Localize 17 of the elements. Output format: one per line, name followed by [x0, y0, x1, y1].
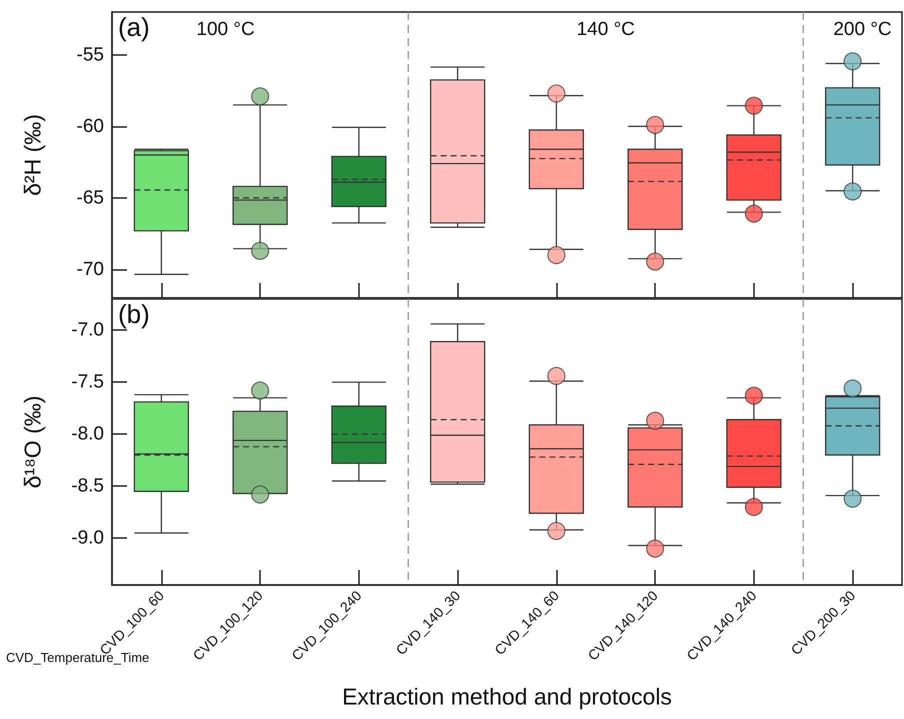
y-tick-label: -7.0 — [71, 320, 104, 341]
y-tick-label: -60 — [76, 116, 104, 137]
y-axis-title: δ²H (‰) — [20, 114, 46, 196]
y-tick-label: -70 — [76, 258, 104, 280]
y-tick-label: -55 — [76, 44, 104, 66]
annotation: (b) — [118, 299, 150, 329]
annotation: 140 °C — [576, 19, 635, 40]
y-tick-label: -8.0 — [71, 424, 104, 445]
y-tick-label: -7.5 — [71, 372, 104, 393]
x-axis-title: Extraction method and protocols — [342, 684, 672, 710]
y-tick-label: -8.5 — [71, 476, 104, 497]
y-tick-label: -9.0 — [71, 528, 104, 549]
y-tick-label: -65 — [76, 187, 104, 208]
annotation: 100 °C — [196, 19, 255, 40]
annotation: (a) — [118, 12, 150, 42]
y-axis-title: δ¹⁸O (‰) — [20, 396, 46, 488]
annotation: 200 °C — [833, 19, 892, 40]
